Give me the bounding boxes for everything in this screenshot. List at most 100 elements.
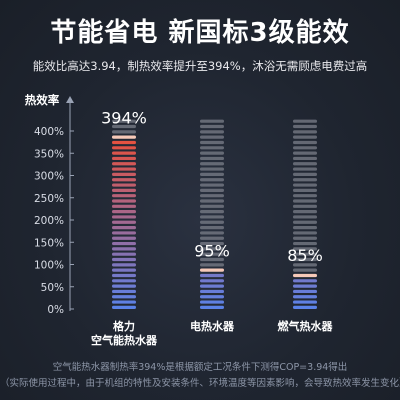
bar-segment-filled [112, 273, 136, 278]
data-label-3: 85% [287, 246, 323, 265]
bar-segment-empty [200, 226, 224, 230]
bar-segment-empty [200, 124, 224, 129]
bar-segment-empty [293, 204, 317, 208]
bar-segment-filled [200, 268, 224, 272]
bar-segment-empty [112, 130, 136, 134]
y-tick-label: 0% [47, 304, 64, 316]
bar-segment-filled [112, 279, 136, 283]
bar-segment-filled [293, 279, 317, 283]
bar-segment-empty [293, 226, 317, 230]
bar-segment-empty [293, 130, 317, 134]
bar-segment-empty [293, 210, 317, 214]
y-axis-arrow [66, 96, 74, 103]
bar-segment-empty [200, 263, 224, 267]
bar-segment-empty [200, 236, 224, 240]
bar-segment-empty [293, 162, 317, 166]
bar-segment-empty [200, 188, 224, 192]
bar-segment-filled [112, 241, 136, 246]
bar-segment-filled [112, 226, 136, 230]
bar-segment-filled [112, 204, 136, 208]
bar-segment-filled [112, 252, 136, 256]
data-label-1: 394% [101, 109, 147, 128]
bar-segment-empty [200, 231, 224, 235]
bar-segment-filled [112, 289, 136, 294]
bar-2 [200, 119, 224, 309]
bar-segment-filled [200, 289, 224, 294]
y-tick-label: 100% [34, 260, 64, 272]
bar-segment-filled [112, 305, 136, 309]
bar-segment-filled [112, 172, 136, 176]
bar-segment-filled [112, 300, 136, 304]
y-tick-label: 400% [34, 126, 64, 138]
bar-segment-filled [112, 236, 136, 240]
bar-segment-empty [293, 257, 317, 262]
bar-segment-empty [200, 204, 224, 208]
y-tick-label: 350% [34, 148, 64, 160]
bar-segment-filled [112, 284, 136, 288]
category-label: 电热水器 [190, 319, 235, 333]
bar-segment-filled [293, 289, 317, 294]
bar-segment-filled [112, 215, 136, 219]
bar-segment-empty [293, 119, 317, 123]
bar-segment-empty [200, 241, 224, 246]
bar-segment-filled [200, 284, 224, 288]
y-tick-label: 200% [34, 215, 64, 227]
bars [112, 119, 317, 309]
bar-segment-filled [112, 151, 136, 155]
bar-segment-empty [293, 135, 317, 139]
bar-segment-filled [200, 273, 224, 278]
bar-1 [112, 119, 136, 309]
bar-segment-filled [112, 247, 136, 251]
y-axis: 热效率 0% 50% 100% 150% 200% 250% 300% 350% 400% [25, 93, 74, 316]
bar-segment-filled [112, 146, 136, 150]
bar-segment-filled [112, 268, 136, 272]
bar-segment-empty [293, 247, 317, 251]
bar-segment-empty [200, 146, 224, 150]
bar-segment-filled [112, 295, 136, 299]
bar-segment-empty [293, 231, 317, 235]
bar-segment-filled [293, 300, 317, 304]
bar-segment-empty [200, 178, 224, 182]
bar-segment-filled [293, 284, 317, 288]
bar-segment-empty [293, 194, 317, 198]
y-tick-label: 150% [34, 237, 64, 249]
bar-segment-filled [112, 188, 136, 192]
bar-segment-filled [112, 162, 136, 166]
bar-segment-filled [293, 305, 317, 309]
bar-segment-empty [293, 199, 317, 203]
bar-segment-empty [293, 167, 317, 171]
bar-segment-filled [112, 210, 136, 214]
bar-segment-filled [112, 156, 136, 161]
bar-segment-empty [200, 247, 224, 251]
footnote-cop: 空气能热水器制热率394%是根据额定工况条件下测得COP=3.94得出 [52, 362, 348, 373]
bar-segment-empty [293, 172, 317, 176]
bar-segment-empty [112, 119, 136, 123]
page-title: 节能省电 新国标3级能效 [50, 18, 350, 48]
bar-segment-filled [112, 167, 136, 171]
bar-segment-empty [293, 220, 317, 224]
bar-segment-empty [293, 268, 317, 272]
bar-segment-empty [200, 140, 224, 145]
bar-segment-empty [293, 236, 317, 240]
bar-segment-empty [200, 130, 224, 134]
bar-segment-filled [112, 135, 136, 139]
bar-segment-filled [112, 178, 136, 182]
bar-segment-filled [200, 295, 224, 299]
bar-segment-empty [293, 146, 317, 150]
bar-segment-empty [293, 124, 317, 129]
bar-segment-filled [200, 305, 224, 309]
bar-segment-empty [293, 188, 317, 192]
bar-segment-empty [200, 135, 224, 139]
y-axis-label: 热效率 [25, 93, 60, 107]
bar-segment-empty [112, 124, 136, 129]
bar-segment-empty [200, 215, 224, 219]
bar-segment-empty [200, 172, 224, 176]
bar-segment-filled [112, 183, 136, 187]
bar-segment-empty [200, 194, 224, 198]
bar-segment-empty [200, 220, 224, 224]
bar-segment-filled [200, 279, 224, 283]
page-subtitle: 能效比高达3.94，制热效率提升至394%，沐浴无需顾虑电费过高 [32, 59, 368, 73]
